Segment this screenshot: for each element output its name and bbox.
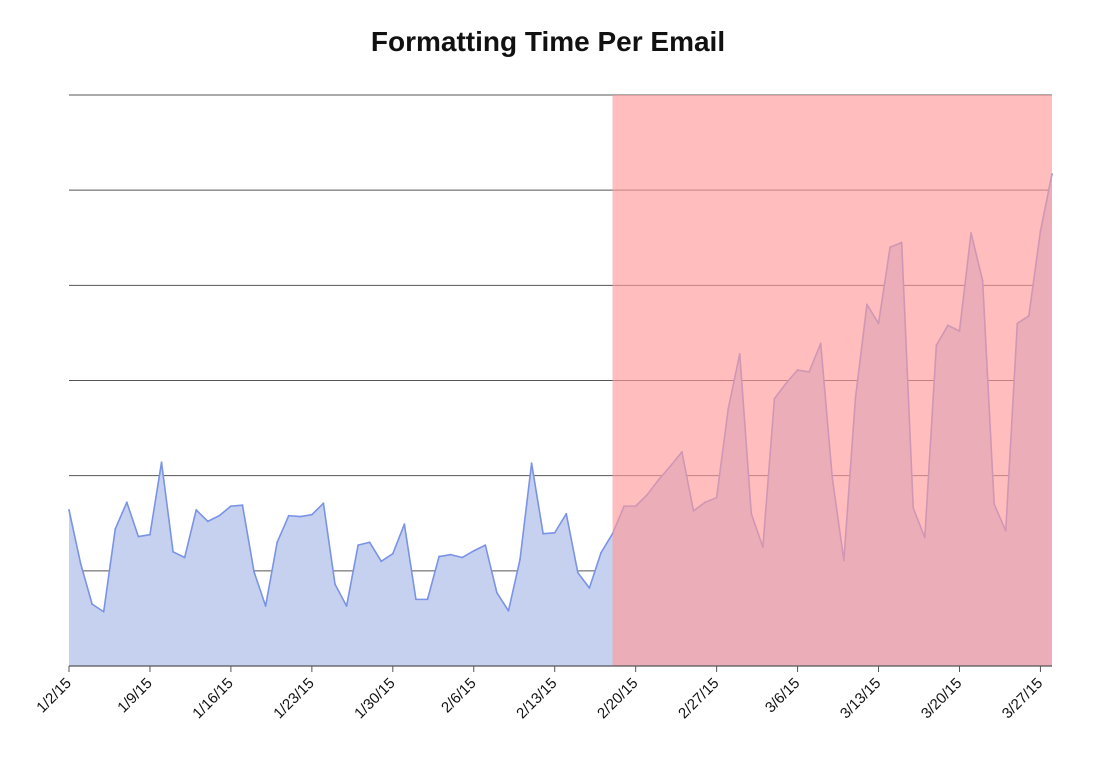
data-point (102, 610, 105, 613)
x-tick-label: 2/27/15 (675, 675, 722, 722)
data-point (519, 558, 521, 561)
data-point (600, 551, 602, 554)
data-point (565, 512, 568, 515)
data-point (553, 531, 556, 534)
data-point (495, 591, 498, 594)
data-point (91, 603, 94, 606)
data-point (530, 462, 533, 465)
data-point (183, 556, 186, 559)
x-tick-label: 1/16/15 (189, 675, 236, 722)
data-point (322, 502, 325, 505)
data-point (253, 570, 255, 573)
data-point (68, 509, 70, 511)
data-point (507, 609, 510, 612)
data-point (195, 509, 198, 511)
data-point (484, 544, 487, 547)
data-point (125, 501, 128, 504)
data-point (415, 598, 417, 601)
data-point (172, 550, 174, 553)
data-point (426, 598, 429, 601)
data-point (449, 553, 452, 556)
x-tick-label: 2/6/15 (438, 675, 480, 717)
data-point (114, 528, 117, 530)
data-point (218, 514, 221, 517)
data-point (79, 562, 82, 565)
x-tick-label: 3/27/15 (999, 675, 1046, 722)
data-point (287, 514, 290, 517)
data-point (403, 523, 406, 526)
data-point (334, 583, 336, 586)
data-point (299, 515, 302, 518)
data-point (542, 532, 545, 535)
data-point (391, 552, 394, 555)
x-tick-label: 1/30/15 (351, 675, 398, 722)
x-tick-label: 3/20/15 (918, 675, 965, 722)
x-tick-label: 1/9/15 (114, 675, 156, 717)
x-tick-label: 1/23/15 (270, 675, 317, 722)
data-point (149, 533, 151, 536)
data-point (310, 513, 313, 516)
x-tick-label: 3/6/15 (762, 675, 804, 717)
x-tick-label: 1/2/15 (33, 675, 75, 717)
data-point (264, 605, 267, 607)
data-point (368, 541, 371, 544)
x-tick-label: 2/13/15 (513, 675, 560, 722)
data-point (472, 549, 475, 552)
highlight-region (612, 95, 1052, 666)
data-point (206, 520, 209, 523)
data-point (461, 556, 464, 559)
data-point (276, 541, 279, 544)
data-point (137, 535, 140, 538)
data-point (241, 504, 244, 507)
data-point (230, 505, 232, 508)
x-tick-label: 3/13/15 (837, 675, 884, 722)
highlight-layer (612, 95, 1052, 666)
data-point (588, 587, 591, 589)
data-point (357, 544, 360, 547)
data-point (380, 560, 383, 563)
chart-title: Formatting Time Per Email (370, 26, 726, 57)
data-point (438, 555, 440, 558)
x-tick-label: 2/20/15 (594, 675, 641, 722)
data-point (576, 571, 579, 574)
x-axis: 1/2/15 1/9/15 1/16/15 1/23/15 1/30/15 2/6/15 2… (33, 665, 1052, 722)
data-point (345, 605, 348, 607)
data-point (160, 461, 163, 464)
